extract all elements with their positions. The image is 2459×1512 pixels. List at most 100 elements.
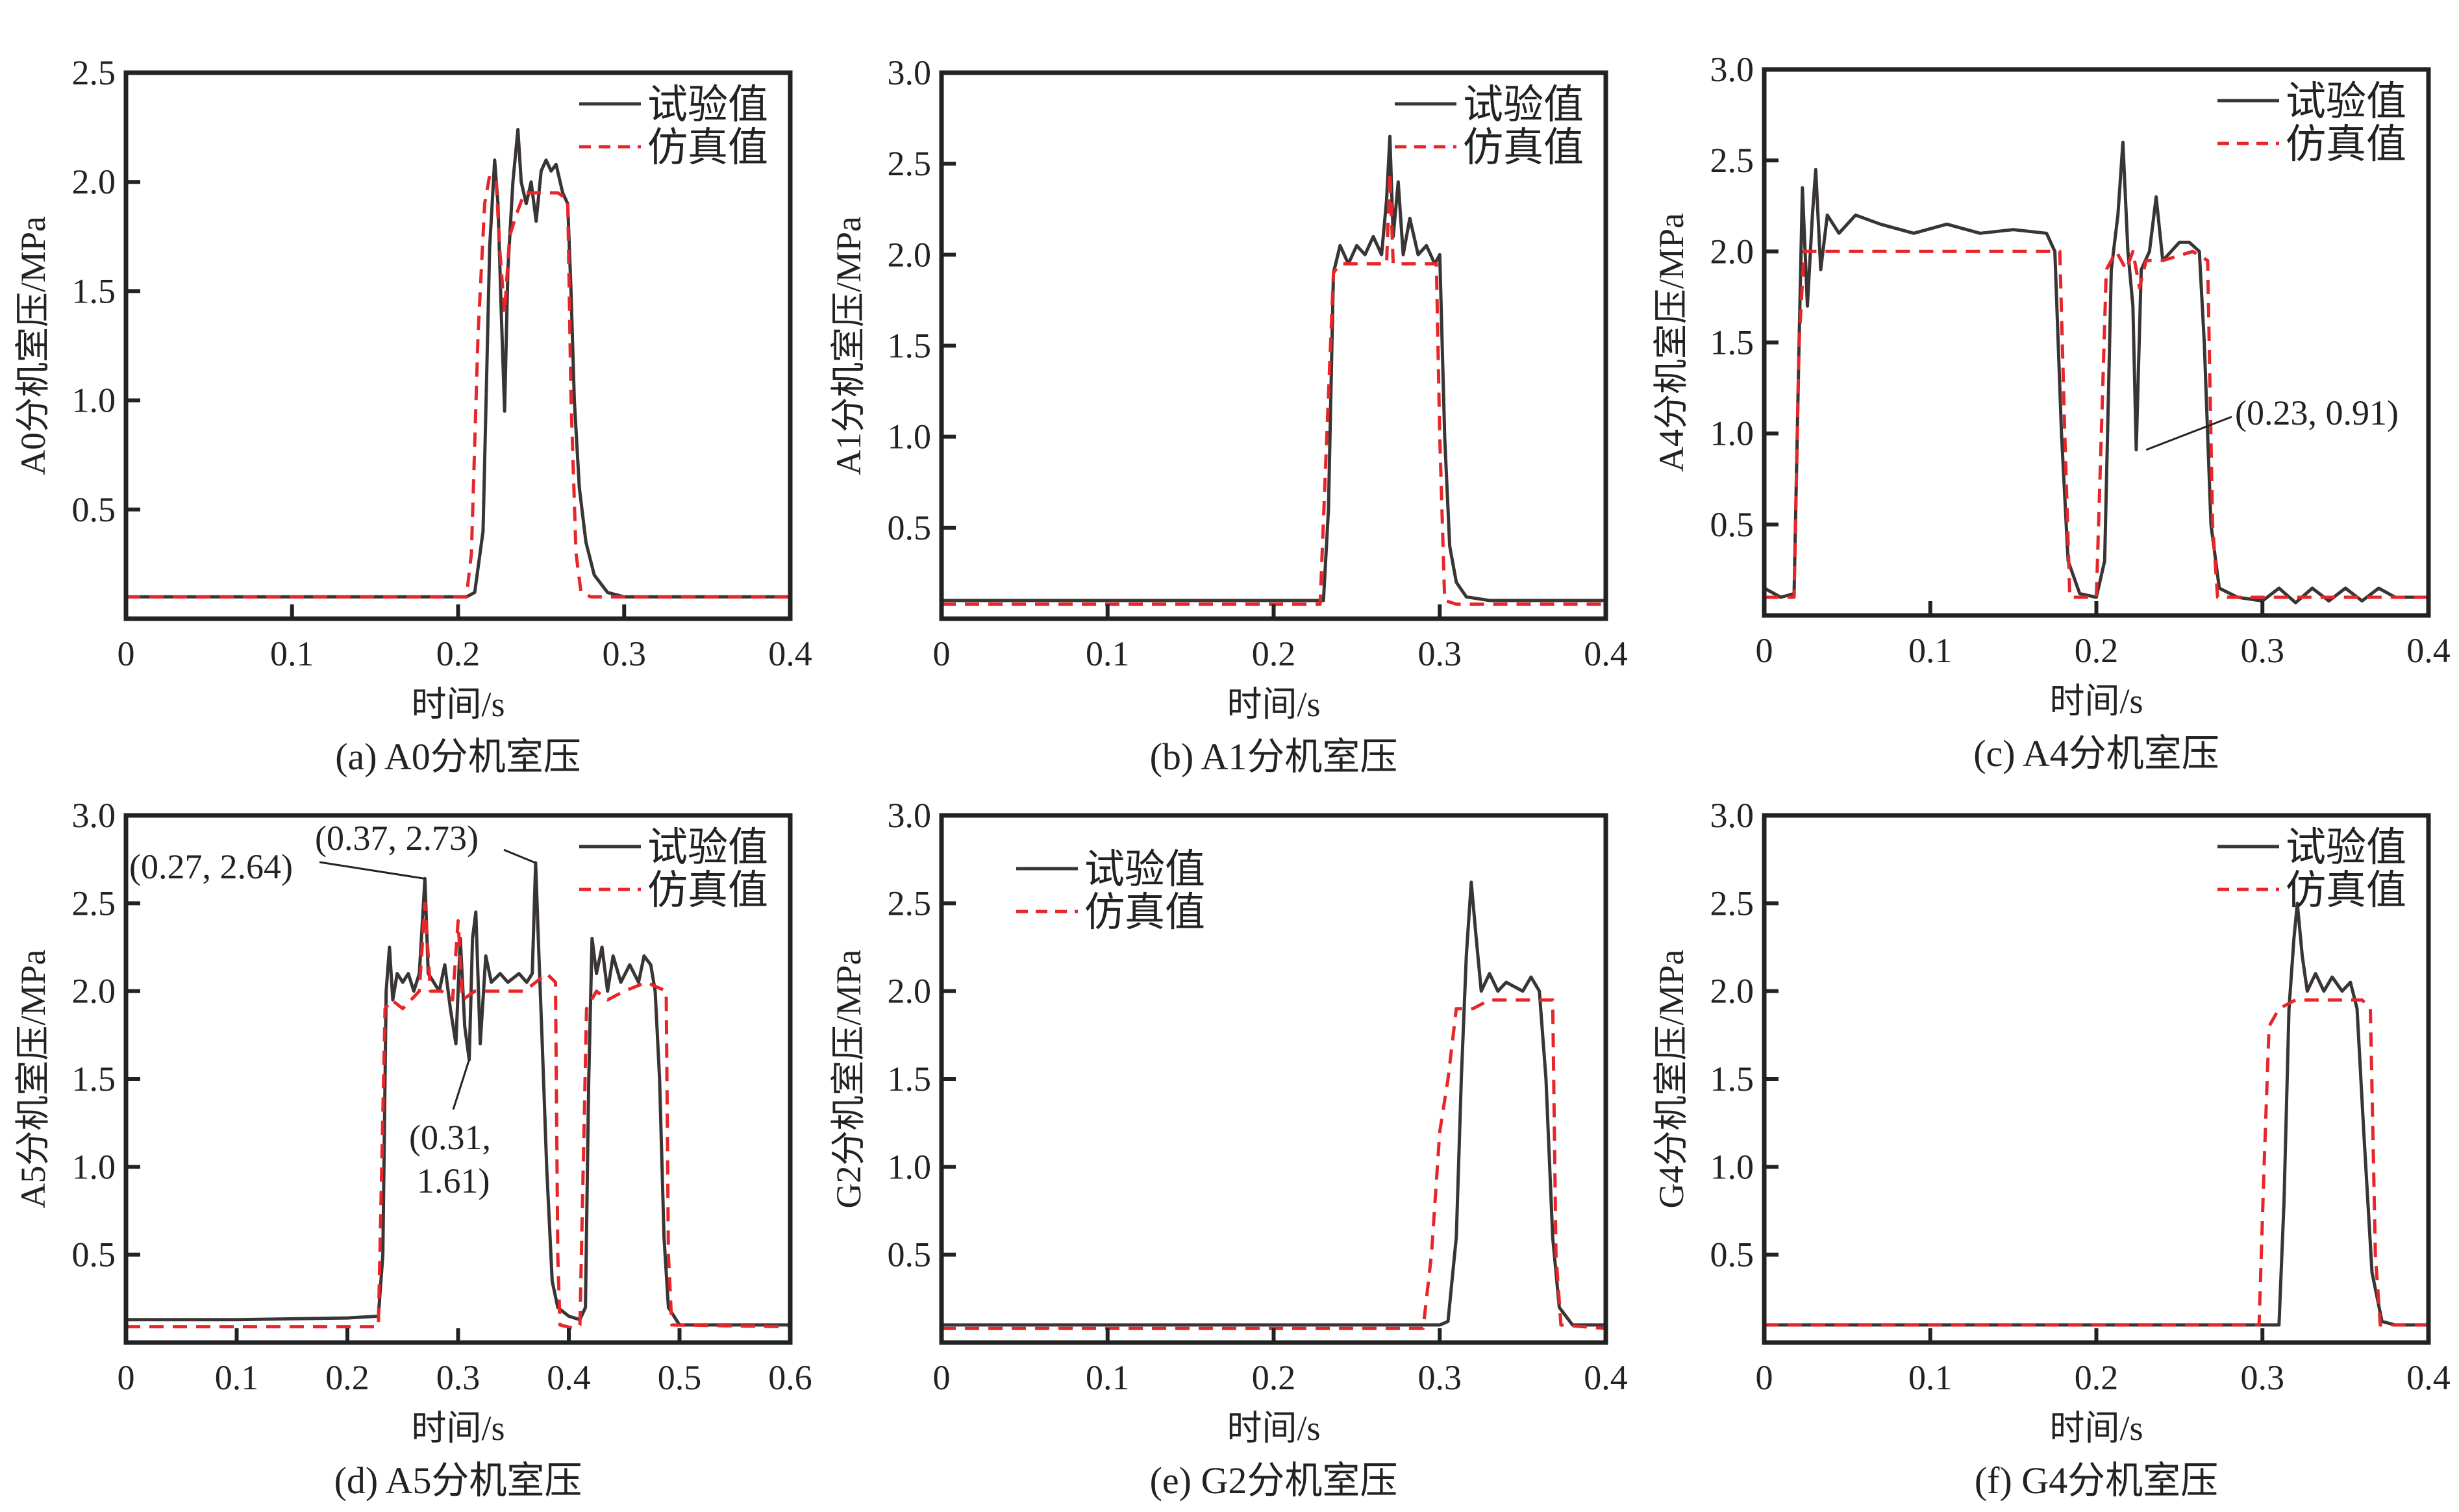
legend-label: 仿真值 [1084,891,1205,935]
x-axis-label: 时间/s [411,685,505,724]
subplot-e: 0 0.1 0.2 0.3 0.4 0.5 1.0 1.5 2.0 2.5 3.0 时间/s G2分机室… [829,796,1628,1502]
y-tick-label: 2.5 [1710,141,1754,180]
y-tick-label: 2.0 [72,972,116,1011]
x-tick-label: 0.4 [1584,1358,1628,1397]
x-tick-label: 0.3 [436,1358,481,1397]
x-tick-label: 0 [118,1358,135,1397]
x-tick-label: 0 [1756,631,1773,670]
x-tick-label: 0.4 [2406,631,2451,670]
annotation-leader-line [2145,415,2232,451]
subplot-f: 0 0.1 0.2 0.3 0.4 0.5 1.0 1.5 2.0 2.5 3.0 时间/s G4分机室… [1652,796,2451,1502]
x-tick-label: 0.6 [768,1358,812,1397]
x-tick-label: 0.2 [1252,634,1296,673]
legend-label: 试验值 [2286,826,2406,870]
x-tick-label: 0.1 [1908,631,1953,670]
legend-label: 试验值 [1084,848,1205,892]
y-tick-label: 2.0 [888,972,932,1011]
simulation-series-line [1764,249,2428,599]
y-tick-label: 3.0 [1710,50,1754,89]
y-tick-label: 3.0 [1710,796,1754,835]
annotation-label: (0.31, [409,1118,491,1157]
x-tick-label: 0.2 [2075,631,2119,670]
x-tick-label: 0.5 [658,1358,702,1397]
experiment-series-line [942,134,1606,602]
legend-label: 试验值 [1463,83,1584,127]
subplot-c: 0 0.1 0.2 0.3 0.4 0.5 1.0 1.5 2.0 2.5 3.0 时间/s A4分机室… [1652,50,2451,775]
y-tick-label: 0.5 [888,1235,932,1274]
y-tick-label: 1.5 [888,1060,932,1098]
y-tick-label: 0.5 [1710,505,1754,544]
x-tick-label: 0.3 [1418,1358,1462,1397]
x-tick-label: 0 [933,634,951,673]
x-tick-label: 0 [1756,1358,1773,1397]
x-tick-label: 0.2 [2075,1358,2119,1397]
annotation-leader-line [503,849,536,864]
y-tick-label: 1.0 [1710,1147,1754,1186]
y-tick-label: 1.5 [888,327,932,366]
legend-label: 仿真值 [1463,126,1584,170]
subplot-a: 0 0.1 0.2 0.3 0.4 0.5 1.0 1.5 2.0 2.5 时间/s A0分机室压/M… [14,53,812,778]
subplot-d: 0 0.1 0.2 0.3 0.4 0.5 0.6 0.5 1.0 1.5 2.0 2.5 3.0 时间/… [14,796,812,1502]
subplot-caption: (a) A0分机室压 [335,736,581,778]
x-tick-label: 0 [118,634,135,673]
x-axis-label: 时间/s [2049,682,2143,721]
plot-frame [939,813,1608,1345]
x-tick-label: 0 [933,1358,951,1397]
y-tick-label: 1.0 [1710,414,1754,453]
x-tick-label: 0.2 [325,1358,369,1397]
y-tick-label: 1.0 [72,381,116,420]
annotation-label: (0.37, 2.73) [315,819,479,858]
y-tick-label: 1.5 [1710,1060,1754,1098]
y-tick-label: 0.5 [72,490,116,529]
experiment-series-line [1764,140,2428,604]
x-tick-label: 0.4 [768,634,812,673]
y-tick-label: 1.5 [72,271,116,310]
x-tick-label: 0.1 [1908,1358,1953,1397]
y-tick-label: 2.0 [1710,972,1754,1011]
y-tick-label: 0.5 [1710,1235,1754,1274]
legend-label: 仿真值 [2286,869,2406,913]
x-tick-label: 0.1 [270,634,314,673]
y-tick-label: 2.5 [72,884,116,923]
y-tick-label: 0.5 [72,1235,116,1274]
legend-label: 试验值 [2286,80,2406,124]
x-tick-label: 0.3 [1418,634,1462,673]
simulation-series-line [126,901,790,1330]
x-tick-label: 0.2 [1252,1358,1296,1397]
legend-label: 试验值 [647,826,768,870]
y-tick-label: 3.0 [888,53,932,92]
x-tick-label: 0.3 [603,634,647,673]
x-tick-label: 0.4 [1584,634,1628,673]
x-tick-label: 0.3 [2241,631,2285,670]
simulation-series-line [1764,998,2428,1327]
x-tick-label: 0.1 [1086,634,1130,673]
experiment-series-line [126,861,790,1327]
y-tick-label: 2.5 [72,53,116,92]
subplot-caption: (c) A4分机室压 [1973,732,2219,775]
x-tick-label: 0.1 [215,1358,259,1397]
annotation-label: (0.23, 0.91) [2235,393,2399,432]
subplot-caption: (d) A5分机室压 [334,1459,582,1502]
annotation-label: (0.27, 2.64) [129,847,293,886]
y-axis-label: A0分机室压/MPa [14,216,53,475]
simulation-series-line [126,173,790,599]
y-axis-label: A4分机室压/MPa [1652,213,1691,472]
y-tick-label: 3.0 [888,796,932,835]
annotation-leader-line [319,861,425,880]
x-tick-label: 0.4 [2406,1358,2451,1397]
y-axis-label: A1分机室压/MPa [829,216,868,475]
y-tick-label: 1.5 [1710,323,1754,362]
simulation-series-line [942,171,1606,606]
annotation-leader-line [452,1059,470,1110]
legend-label: 仿真值 [2286,123,2406,167]
legend-label: 仿真值 [647,869,768,913]
subplot-caption: (f) G4分机室压 [1975,1459,2218,1502]
x-tick-label: 0.2 [436,634,481,673]
y-tick-label: 2.5 [1710,884,1754,923]
y-axis-label: G4分机室压/MPa [1652,949,1691,1208]
y-tick-label: 1.5 [72,1060,116,1098]
